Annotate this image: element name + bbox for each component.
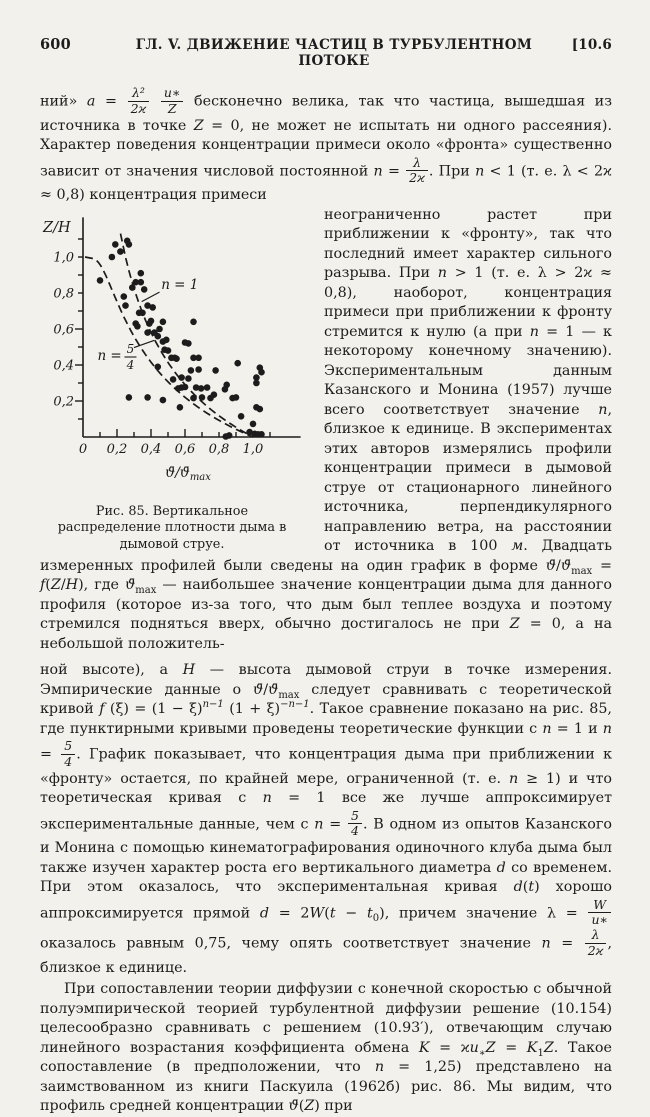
curve-label-n-5-4-numerator: 5 [127,342,135,356]
data-point [185,374,192,382]
curve-label-n-1-leader [141,291,160,302]
data-point [139,309,146,316]
data-point [164,346,172,354]
data-point [120,292,128,300]
x-tick-label: 0 [79,442,87,457]
x-tick-label: 0,4 [141,442,162,457]
curve-label-n-5-4-leader [133,339,155,348]
data-point [173,354,180,362]
page-number: 600 [40,36,71,53]
paragraph-beside-figure: неограниченно растет при приближении к «… [40,206,613,652]
data-point [253,373,260,381]
data-point [176,403,184,411]
data-point [190,394,197,401]
x-tick-label: 1,0 [243,442,264,457]
data-point [190,318,197,325]
data-point [137,278,145,285]
data-point [195,354,202,361]
y-tick-label: 0,6 [53,322,74,337]
data-point [96,276,104,284]
data-point [112,240,119,248]
data-point [249,420,257,427]
data-point [178,373,185,381]
data-point [192,383,200,391]
x-tick-label: 0,6 [175,442,196,457]
data-point [154,363,162,370]
x-tick-label: 0,8 [209,442,230,457]
curve-n-1 [119,232,254,438]
paragraph-continuation: ной высоте), а H — высота дымовой струи … [40,662,613,976]
data-point [144,393,151,401]
figure-85: 0,2 0,4 0,6 0,8 1,0 0 0,2 0,4 0,6 0,8 1,0 Z/H ϑ̄/ϑ̄m… [40,212,312,554]
data-point [159,318,167,325]
data-point [144,328,151,336]
data-point [198,393,206,401]
curve-label-n-1: n = 1 [161,276,198,292]
data-point [156,325,163,332]
data-point [144,301,151,309]
figure-85-caption: Рис. 85. Вертикальное распределение плот… [57,503,287,552]
body-text: ний» a = λ² 2ϰ u∗ Z бесконечно велика, так… [40,85,613,1117]
data-point [203,383,211,391]
data-point [187,366,195,374]
data-point [159,396,167,403]
data-point [108,253,116,260]
data-point [222,432,230,440]
data-point [253,379,260,386]
running-header: 600 ГЛ. V. ДВИЖЕНИЕ ЧАСТИЦ В ТУРБУЛЕНТНО… [40,36,612,69]
data-point [125,240,133,248]
data-point [190,354,197,361]
data-point [140,285,148,293]
curve-n-5-4 [84,255,254,438]
data-point [129,283,136,291]
data-point [258,368,265,375]
data-point [154,332,162,339]
data-point [169,375,177,383]
data-point [256,405,264,412]
data-point [246,428,253,435]
data-point [234,359,241,366]
y-tick-label: 0,2 [53,394,74,409]
y-axis-label: Z/H [42,220,71,236]
data-point [210,390,218,398]
data-point [163,336,170,343]
chapter-title: ГЛ. V. ДВИЖЕНИЕ ЧАСТИЦ В ТУРБУЛЕНТНОМ ПО… [135,37,533,69]
curve-label-n-5-4-denominator: 4 [126,358,135,372]
section-reference: [10.6 [571,37,612,53]
data-point [149,303,156,311]
y-tick-label: 1,0 [53,250,74,265]
data-point [181,383,189,390]
data-point [134,322,141,330]
curve-label-n-5-4: n = [97,348,121,364]
data-point [232,393,240,401]
figure-85-scatter-chart: 0,2 0,4 0,6 0,8 1,0 0 0,2 0,4 0,6 0,8 1,0 Z/H ϑ̄/ϑ̄m… [42,216,301,483]
data-point [185,339,192,347]
data-point [195,365,202,373]
data-point [132,278,139,285]
data-point [137,269,145,276]
data-point [125,393,133,401]
data-point [221,385,229,393]
data-point [212,366,219,374]
data-point [197,384,205,392]
paragraph-intro: ний» a = λ² 2ϰ u∗ Z бесконечно велика, так… [40,85,612,203]
data-point [237,412,245,420]
data-point [122,301,129,309]
y-tick-label: 0,8 [53,286,74,301]
paragraph-comparison: При сопоставлении теории диффузии с коне… [40,981,613,1114]
y-tick-label: 0,4 [53,358,74,373]
data-point [117,247,124,255]
x-tick-label: 0,2 [107,442,128,457]
x-axis-label: ϑ̄/ϑ̄max [165,465,211,483]
data-point [146,319,153,327]
data-point [174,384,182,392]
data-point [258,430,265,438]
